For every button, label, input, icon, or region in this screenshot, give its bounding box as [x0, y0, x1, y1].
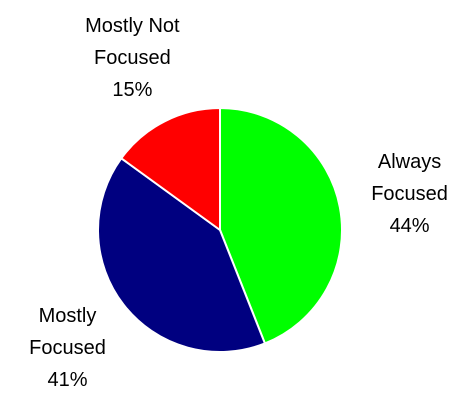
pie-slice — [97, 156, 267, 353]
slice-label: Always Focused 44% — [345, 146, 459, 242]
value-label: 15% — [112, 79, 153, 102]
pie-slice — [119, 106, 221, 232]
slice-label: Mostly Focused 41% — [3, 300, 133, 396]
category-label: Always Focused — [371, 150, 448, 205]
value-label: 41% — [47, 369, 88, 392]
category-label: Mostly Not Focused — [85, 15, 180, 70]
value-label: 44% — [389, 214, 430, 237]
slice-label: Mostly Not Focused 15% — [67, 10, 197, 106]
category-label: Mostly Focused — [29, 305, 106, 360]
pie-slice — [219, 106, 343, 345]
